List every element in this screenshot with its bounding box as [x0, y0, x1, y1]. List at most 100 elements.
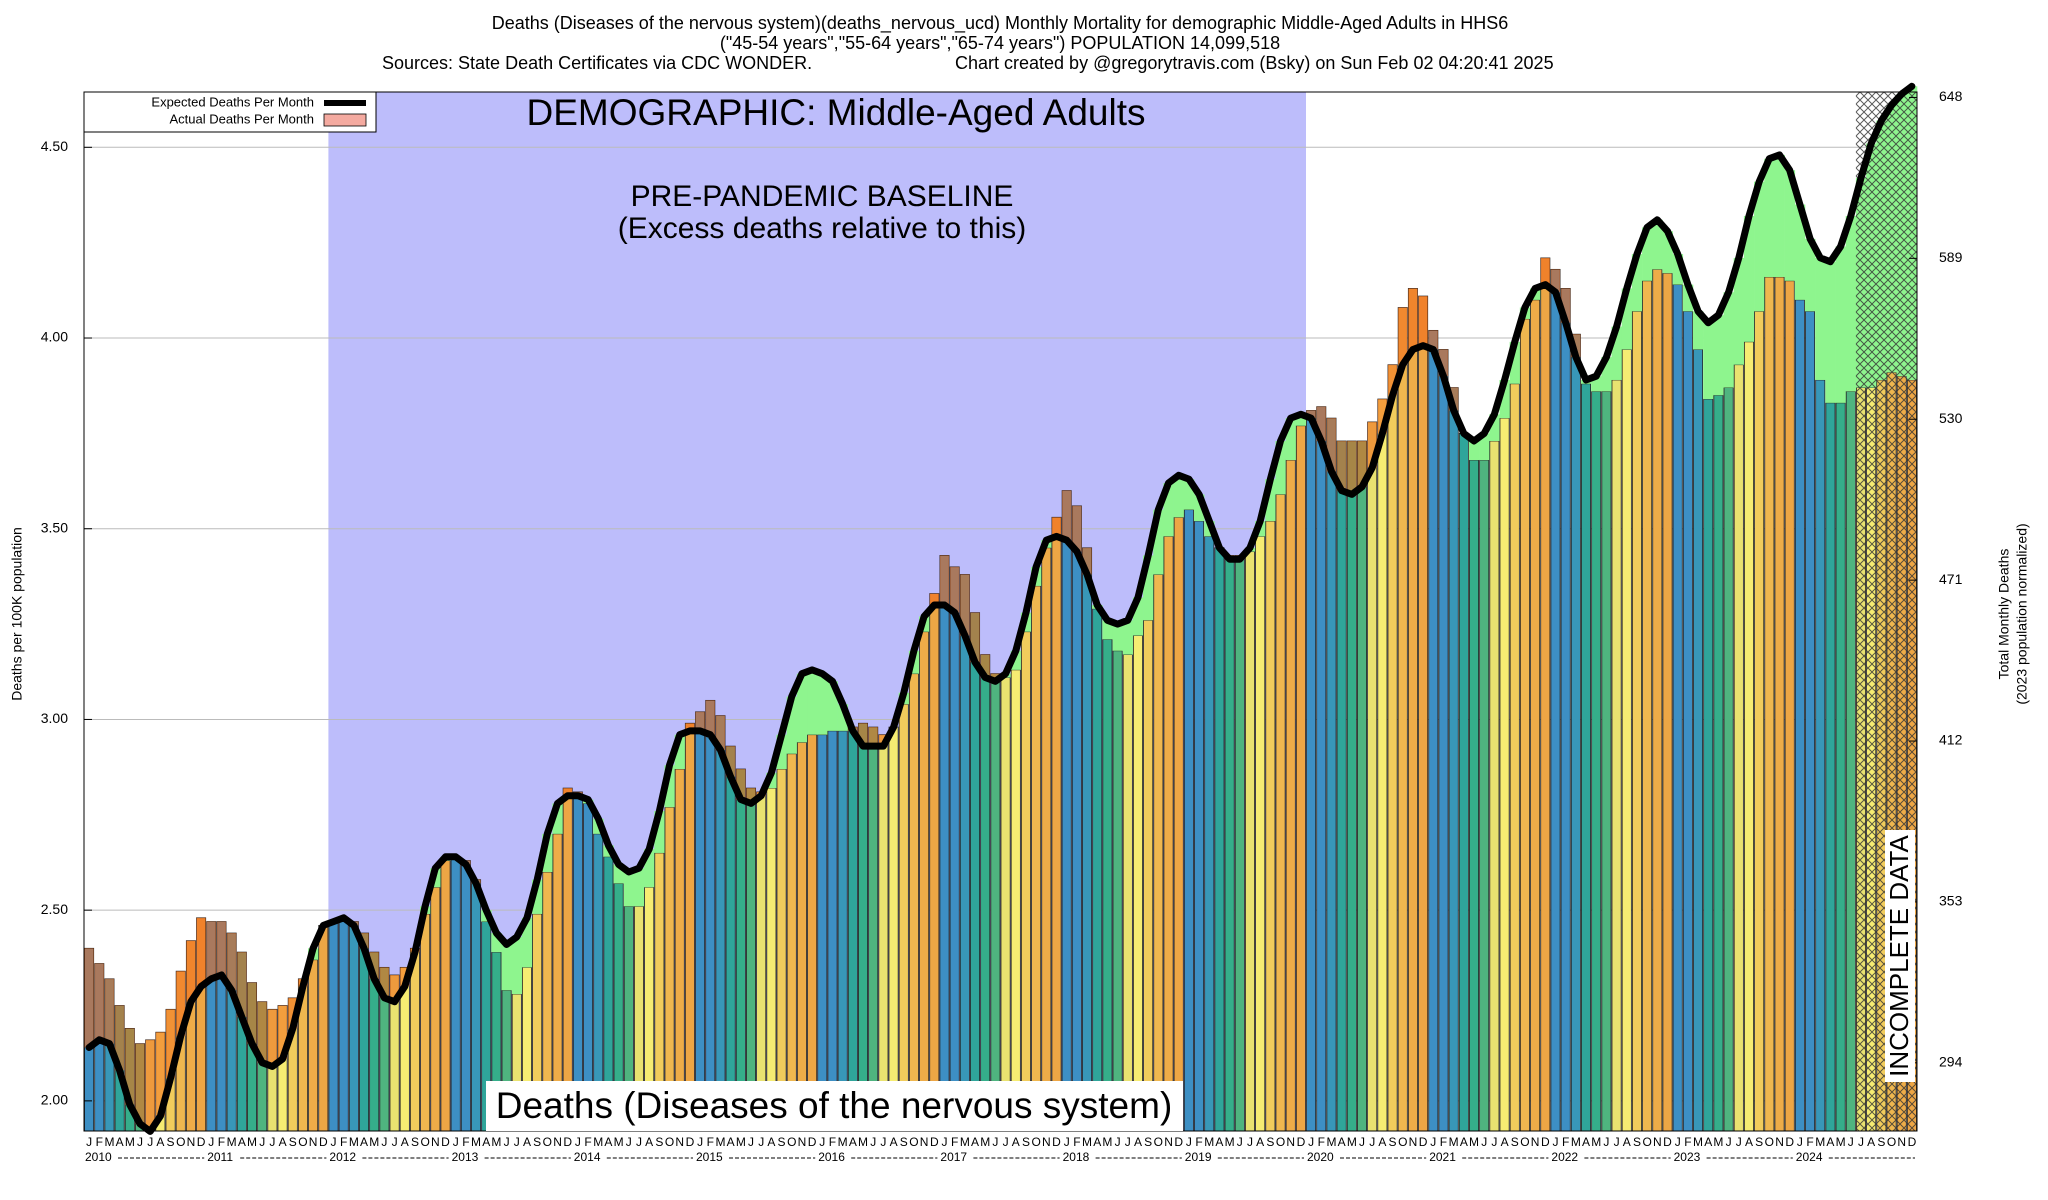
bar: [1102, 638, 1113, 1132]
deficit-area: [1295, 414, 1307, 426]
deficit-area: [532, 879, 543, 914]
year-label: 2011: [207, 1150, 233, 1164]
x-tick-label: A: [1623, 1135, 1631, 1149]
demographic-label: DEMOGRAPHIC: Middle-Aged Adults: [527, 92, 1146, 133]
bar: [1642, 280, 1653, 1132]
x-tick-label: J: [1481, 1135, 1487, 1149]
excess-segment: [1316, 406, 1326, 442]
deficit-area: [1703, 322, 1714, 400]
x-tick-label: M: [1082, 1135, 1092, 1149]
x-tick-label: O: [1276, 1135, 1285, 1149]
x-tick-label: S: [655, 1135, 663, 1149]
x-tick-label: A: [849, 1135, 857, 1149]
bar: [1234, 555, 1245, 1132]
x-tick-label: D: [1785, 1135, 1794, 1149]
deficit-area: [1479, 433, 1490, 461]
x-tick-label: F: [340, 1135, 347, 1149]
x-tick-label: A: [156, 1135, 164, 1149]
deficit-area: [1754, 181, 1765, 312]
bar: [1224, 555, 1235, 1132]
x-tick-label: N: [798, 1135, 807, 1149]
deficit-area: [542, 833, 553, 873]
x-tick-label: S: [289, 1135, 297, 1149]
bar: [1845, 391, 1856, 1132]
bar: [786, 753, 797, 1132]
x-tick-label: N: [1897, 1135, 1906, 1149]
x-tick-label: J: [86, 1135, 92, 1149]
bar: [1693, 349, 1704, 1132]
deficit-area: [786, 696, 798, 754]
bar: [674, 768, 685, 1132]
bar: [888, 726, 899, 1132]
bar: [1835, 402, 1846, 1132]
deficit-area: [1611, 326, 1622, 380]
excess-segment: [950, 566, 960, 613]
excess-segment: [115, 1005, 125, 1071]
x-tick-label: O: [1765, 1135, 1774, 1149]
bar: [1407, 288, 1418, 1132]
x-tick-label: M: [1102, 1135, 1112, 1149]
x-tick-label: S: [1022, 1135, 1030, 1149]
bar: [1204, 535, 1215, 1132]
excess-segment: [695, 711, 705, 731]
excess-segment: [145, 1039, 155, 1132]
x-tick-label: A: [1582, 1135, 1590, 1149]
x-tick-label: O: [176, 1135, 185, 1149]
bar: [1489, 440, 1500, 1132]
x-tick-label: J: [514, 1135, 520, 1149]
bar: [328, 921, 339, 1132]
deficit-area: [1153, 509, 1164, 575]
y-tick-label: 3.00: [41, 710, 68, 726]
deficit-area: [1275, 441, 1286, 495]
x-tick-label: J: [748, 1135, 754, 1149]
x-tick-label: A: [1093, 1135, 1101, 1149]
x-tick-label: O: [420, 1135, 429, 1149]
deficit-area: [623, 872, 635, 907]
x-tick-label: N: [1042, 1135, 1051, 1149]
deficit-area: [1835, 246, 1847, 403]
excess-segment: [715, 715, 726, 750]
bar: [1255, 535, 1266, 1132]
x-tick-label: J: [392, 1135, 398, 1149]
x-tick-label: F: [1806, 1135, 1813, 1149]
deficit-area: [511, 936, 523, 995]
x-tick-label: D: [197, 1135, 206, 1149]
bar: [858, 722, 869, 1132]
chart-title: Deaths (Diseases of the nervous system)(…: [492, 13, 1508, 34]
x-tick-label: F: [584, 1135, 591, 1149]
bar: [766, 787, 777, 1132]
bar: [1082, 547, 1093, 1132]
x-tick-label: J: [1003, 1135, 1009, 1149]
excess-segment: [277, 1005, 288, 1059]
x-tick-label: S: [167, 1135, 175, 1149]
x-tick-label: J: [504, 1135, 510, 1149]
x-tick-label: M: [1449, 1135, 1459, 1149]
x-tick-label: O: [1398, 1135, 1407, 1149]
x-tick-label: D: [1052, 1135, 1061, 1149]
bar: [756, 791, 767, 1132]
bar: [1010, 669, 1021, 1132]
x-tick-label: A: [360, 1135, 368, 1149]
x-tick-label: J: [137, 1135, 143, 1149]
excess-segment: [165, 1009, 176, 1078]
x-tick-label: D: [686, 1135, 695, 1149]
excess-segment: [705, 700, 715, 735]
x-tick-label: J: [941, 1135, 947, 1149]
bar: [1560, 288, 1571, 1132]
excess-segment: [858, 723, 868, 747]
x-tick-label: F: [96, 1135, 103, 1149]
x-tick-label: N: [187, 1135, 196, 1149]
x-tick-label: J: [697, 1135, 703, 1149]
excess-segment: [379, 967, 389, 998]
x-tick-label: M: [858, 1135, 868, 1149]
bar: [1825, 402, 1836, 1132]
bar: [1275, 494, 1286, 1132]
bar: [430, 886, 441, 1132]
year-label: 2017: [940, 1150, 967, 1164]
deficit-area: [807, 669, 818, 735]
deficit-area: [1662, 231, 1673, 274]
bar: [1570, 333, 1581, 1132]
legend-label: Expected Deaths Per Month: [151, 94, 314, 109]
x-tick-label: J: [1675, 1135, 1681, 1149]
deficit-area: [1143, 555, 1154, 621]
